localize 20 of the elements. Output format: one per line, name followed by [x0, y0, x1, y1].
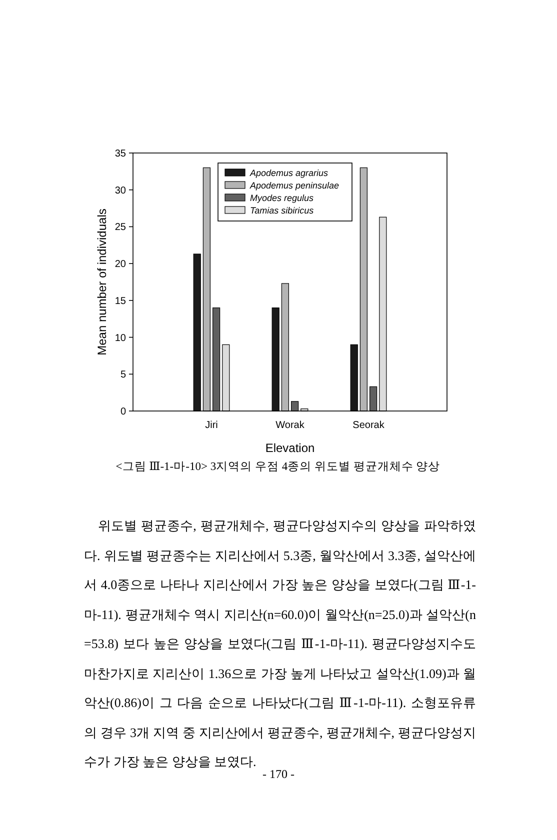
x-tick-label: Seorak [352, 420, 386, 431]
text: <그림 Ⅲ-1-마-10> 3지역의 우점 4종의 위도별 평균개체수 양상 [116, 461, 440, 473]
y-tick-label: 30 [114, 185, 126, 196]
y-tick-label: 20 [114, 259, 126, 270]
y-tick-label: 35 [114, 148, 126, 160]
y-tick-label: 25 [114, 222, 126, 234]
y-tick-label: 10 [114, 332, 126, 344]
x-tick-label: Jiri [205, 420, 218, 431]
legend-label: Apodemus peninsulae [249, 180, 340, 191]
legend-label: Myodes regulus [250, 193, 314, 204]
text: - 170 - [262, 767, 294, 781]
y-axis-title: Mean number of individuals [95, 208, 109, 356]
x-tick-label: Worak [276, 420, 306, 431]
y-tick-label: 5 [120, 370, 126, 381]
y-tick-label: 15 [114, 296, 126, 307]
legend-label: Apodemus agrarius [249, 168, 329, 178]
text: 위도별 평균종수, 평균개체수, 평균다양성지수의 양상을 파악하였다. 위도별 평균종수는 지리산에서 5.3종, 월악산에서 3.3종, 설악산에서 4.0종으로 나타나 지리산에서 가장 높은 양상을 보였다(그림 Ⅲ-1-마-11). 평균개체수 역시 지리산(n=60.0)이 월악산(n=25.0)과 설악산(n=53.8) 보다 높은 양상을 보였다(그림 Ⅲ-1-마-11). 평균다양성지수도 마찬가지로 지리산이 1.36으로 가장 높게 나타났고 설악산(1.09)과 월악산(0.86)이 그 다음 순으로 나타났다(그림 Ⅲ-1-마-11). 소형포유류의 경우 3개 지역 중 지리산에서 평균종수, 평균개체수, 평균다양성지수가 가장 높은 양상을 보였다. [84, 518, 476, 769]
x-axis-title: Elevation [265, 441, 315, 455]
y-tick-label: 0 [120, 406, 126, 418]
legend-label: Tamias sibiricus [250, 206, 314, 216]
